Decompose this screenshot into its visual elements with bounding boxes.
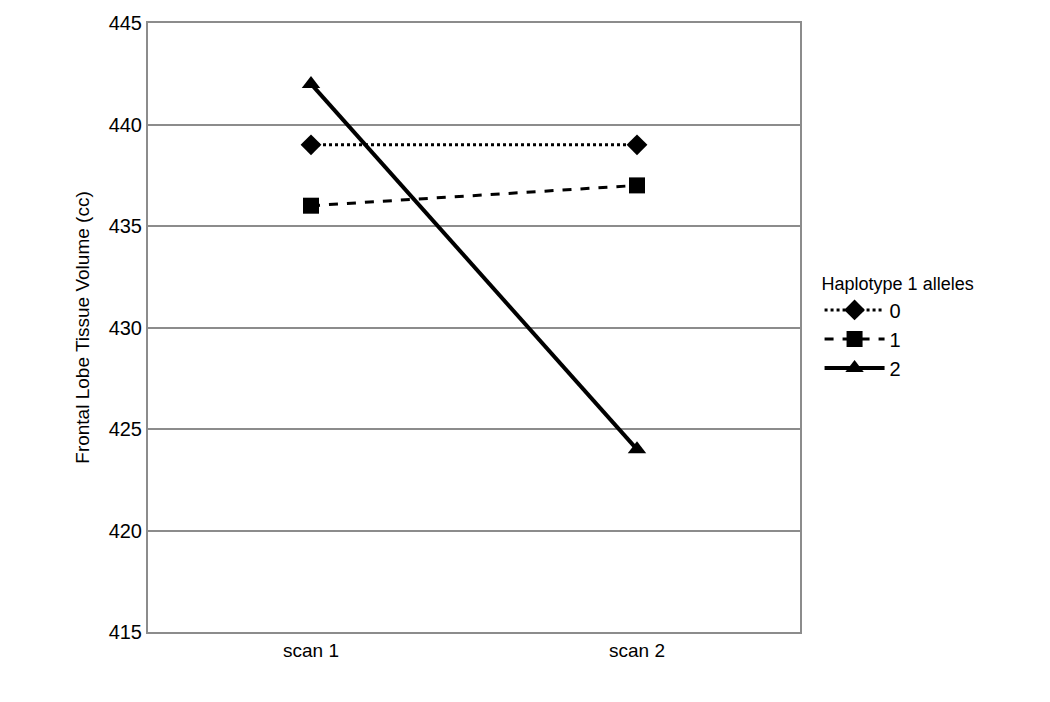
svg-text:445: 445 — [109, 12, 142, 34]
svg-text:2: 2 — [890, 358, 901, 380]
svg-text:1: 1 — [890, 329, 901, 351]
svg-text:scan 1: scan 1 — [283, 640, 339, 661]
svg-text:440: 440 — [109, 114, 142, 136]
svg-text:430: 430 — [109, 317, 142, 339]
svg-text:Haplotype 1 alleles: Haplotype 1 alleles — [822, 274, 974, 294]
svg-text:425: 425 — [109, 418, 142, 440]
svg-text:420: 420 — [109, 520, 142, 542]
svg-text:435: 435 — [109, 215, 142, 237]
svg-text:0: 0 — [890, 300, 901, 322]
svg-text:415: 415 — [109, 621, 142, 643]
svg-text:Frontal Lobe Tissue Volume (cc: Frontal Lobe Tissue Volume (cc) — [72, 191, 93, 463]
svg-text:scan 2: scan 2 — [609, 640, 665, 661]
